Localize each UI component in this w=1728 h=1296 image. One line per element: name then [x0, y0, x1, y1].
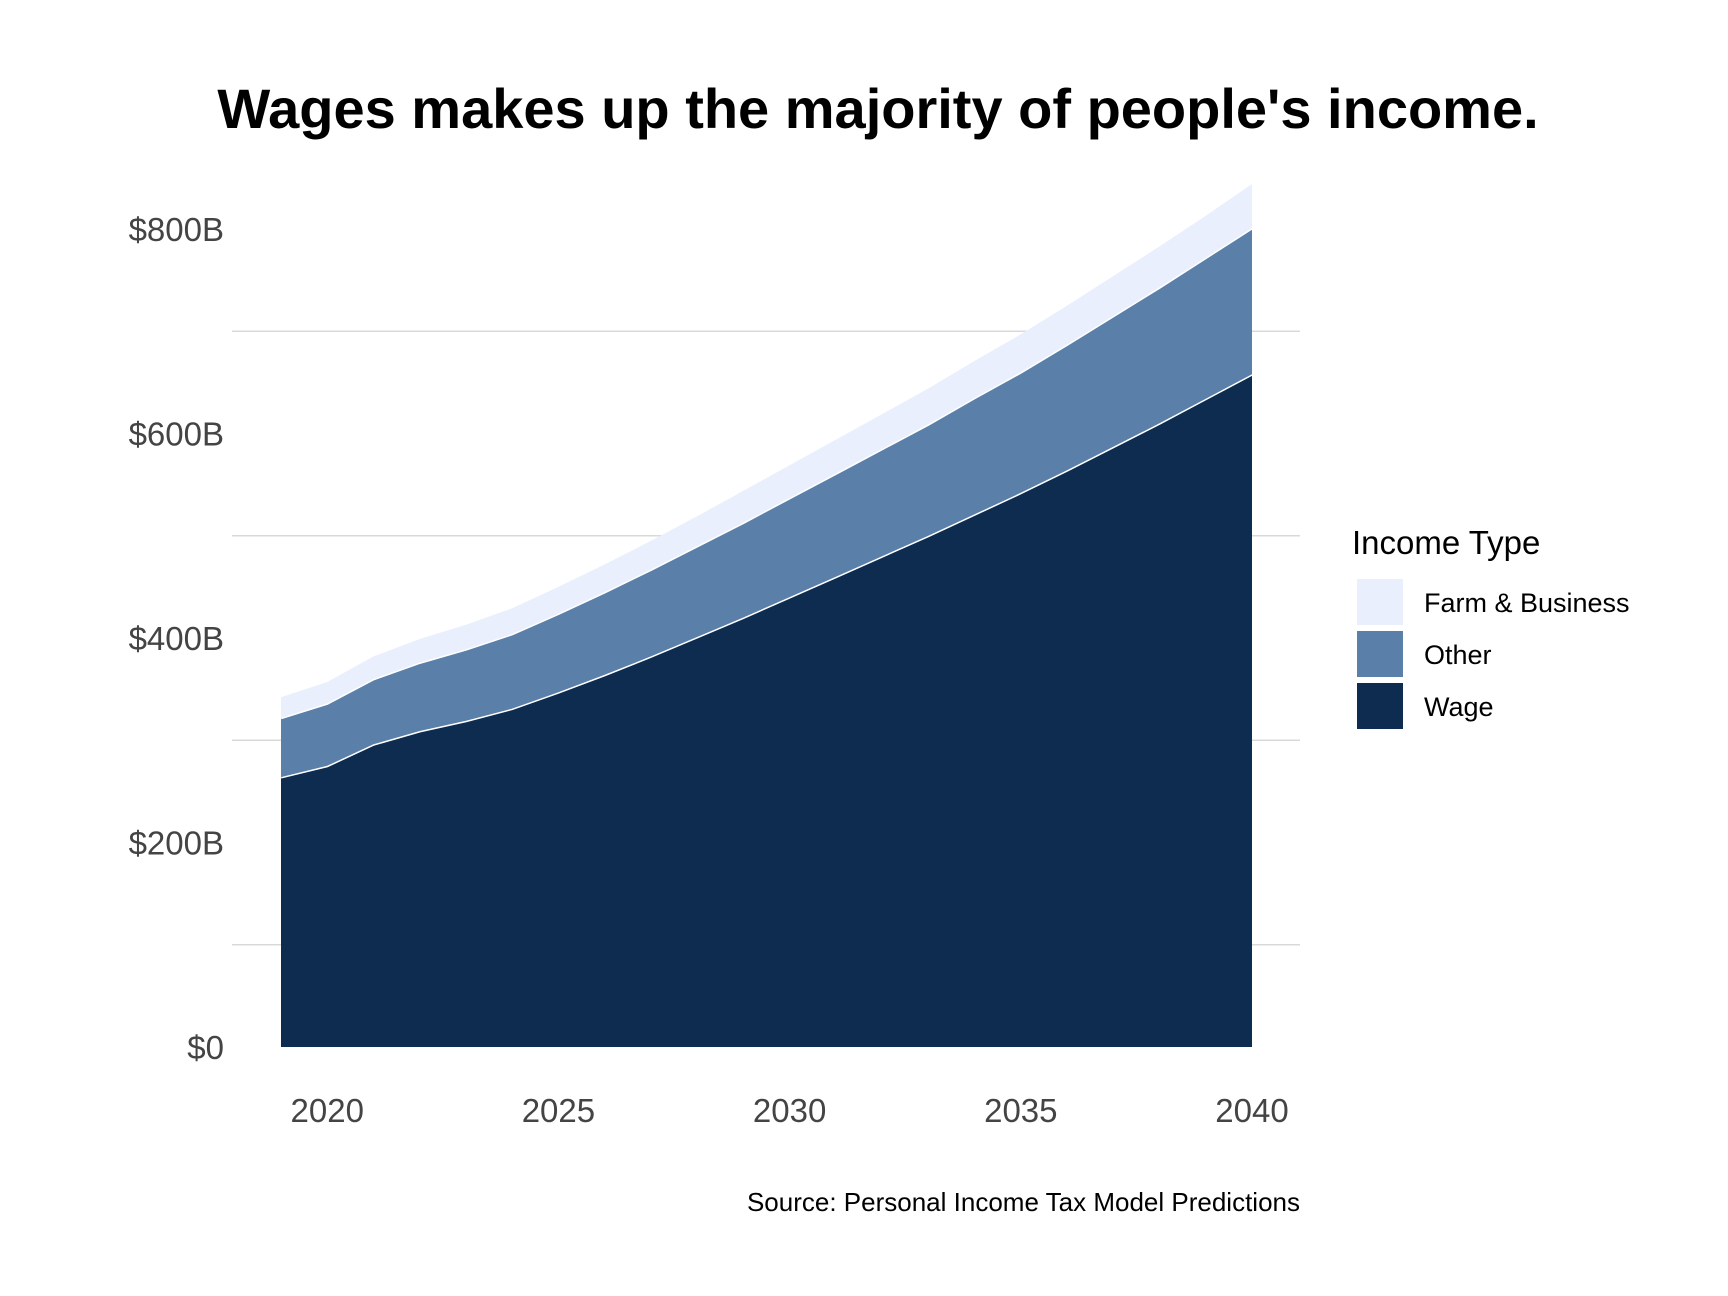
legend-label-farm-business: Farm & Business	[1424, 588, 1630, 618]
area-wage	[281, 374, 1252, 1047]
legend-swatch-other	[1357, 631, 1403, 677]
stacked-areas	[280, 184, 1253, 1047]
y-axis-tick-labels: $0 $200B $400B $600B $800B	[129, 211, 224, 1066]
legend-title: Income Type	[1352, 524, 1540, 561]
chart-caption: Source: Personal Income Tax Model Predic…	[747, 1187, 1300, 1217]
area-farm-business	[281, 184, 1252, 718]
x-tick-label: 2030	[753, 1092, 826, 1129]
x-tick-label: 2020	[291, 1092, 364, 1129]
legend-label-wage: Wage	[1424, 692, 1494, 722]
legend-swatch-farm-business	[1357, 579, 1403, 625]
y-tick-label: $400B	[129, 620, 224, 657]
area-other	[281, 228, 1252, 778]
y-tick-label: $0	[187, 1029, 224, 1066]
chart-title: Wages makes up the majority of people's …	[217, 77, 1538, 140]
legend-swatch-wage	[1357, 683, 1403, 729]
x-tick-label: 2025	[522, 1092, 595, 1129]
legend-label-other: Other	[1424, 640, 1492, 670]
x-tick-label: 2040	[1215, 1092, 1288, 1129]
x-axis-tick-labels: 2020 2025 2030 2035 2040	[291, 1092, 1289, 1129]
x-tick-label: 2035	[984, 1092, 1057, 1129]
legend: Income Type Farm & Business Other Wage	[1352, 524, 1630, 729]
y-tick-label: $600B	[129, 416, 224, 453]
y-tick-label: $800B	[129, 211, 224, 248]
y-tick-label: $200B	[129, 825, 224, 862]
